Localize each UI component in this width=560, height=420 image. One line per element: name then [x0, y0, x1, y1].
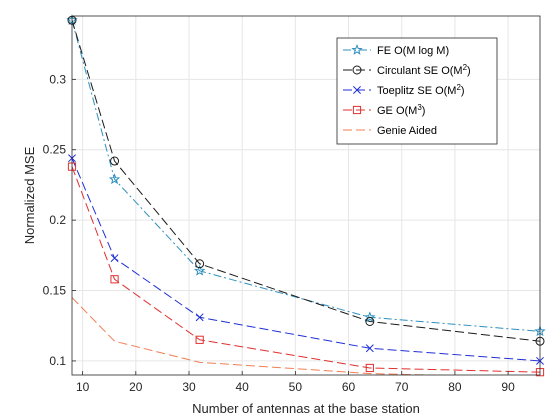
x-tick-label: 90 — [501, 380, 515, 394]
y-axis-label: Normalized MSE — [22, 146, 37, 244]
x-tick-label: 30 — [182, 380, 196, 394]
legend-marker — [352, 105, 362, 115]
x-tick-label: 80 — [448, 380, 462, 394]
plot-frame — [71, 15, 541, 376]
y-tick-label: 0.3 — [49, 72, 66, 86]
data-point — [193, 264, 206, 276]
y-tick-label: 0.1 — [49, 354, 66, 368]
legend-marker — [351, 44, 363, 55]
legend-label: Toeplitz SE O(M2) — [377, 83, 465, 97]
legend-label: Circulant SE O(M2) — [377, 63, 471, 77]
x-axis-label: Number of antennas at the base station — [192, 401, 420, 416]
legend-label-text: Toeplitz SE O(M — [377, 85, 456, 97]
legend-label: FE O(M log M) — [377, 45, 449, 57]
legend-label-text: GE O(M — [377, 105, 417, 117]
data-point — [365, 317, 375, 327]
legend-label-superscript: 2 — [463, 63, 468, 72]
legend-box — [336, 37, 498, 145]
x-tick-label: 10 — [76, 380, 90, 394]
legend-label-suffix: ) — [467, 65, 471, 77]
data-point — [195, 313, 204, 322]
series-group — [72, 20, 540, 375]
data-point — [195, 335, 204, 344]
axis-ticks: 10 20 30 40 50 60 70 80 90 0.1 0.15 0.2 0.25 0.3 — [43, 72, 515, 394]
series-line — [72, 166, 540, 373]
legend-label-superscript: 3 — [417, 103, 422, 112]
data-point — [110, 275, 119, 284]
series-line — [72, 297, 447, 375]
series-line — [72, 20, 540, 342]
y-tick-label: 0.15 — [43, 284, 67, 298]
data-point — [110, 254, 119, 263]
legend-label-suffix: ) — [461, 85, 465, 97]
x-tick-label: 50 — [289, 380, 303, 394]
legend-label: GE O(M3) — [377, 103, 425, 117]
x-tick-label: 60 — [342, 380, 356, 394]
legend-label-suffix: ) — [422, 105, 426, 117]
x-tick-label: 70 — [395, 380, 409, 394]
data-point — [364, 311, 376, 323]
data-point — [365, 344, 374, 353]
data-point — [110, 156, 120, 166]
data-point — [195, 259, 205, 269]
markers-group — [66, 14, 546, 377]
series-line — [72, 20, 540, 332]
legend-label-superscript: 2 — [456, 83, 461, 92]
legend-marker — [353, 86, 361, 94]
legend-label-text: FE O(M log M) — [377, 45, 449, 57]
x-tick-label: 20 — [129, 380, 143, 394]
legend-label-text: Circulant SE O(M — [377, 65, 463, 77]
y-tick-label: 0.2 — [49, 213, 66, 227]
x-tick-label: 40 — [236, 380, 250, 394]
legend-marker — [352, 65, 362, 75]
legend: FE O(M log M)Circulant SE O(M2)Toeplitz … — [336, 37, 498, 145]
y-tick-label: 0.25 — [43, 143, 67, 157]
data-point — [365, 363, 374, 373]
legend-label: Genie Aided — [377, 125, 437, 137]
legend-label-text: Genie Aided — [377, 125, 437, 137]
data-point — [108, 173, 121, 185]
